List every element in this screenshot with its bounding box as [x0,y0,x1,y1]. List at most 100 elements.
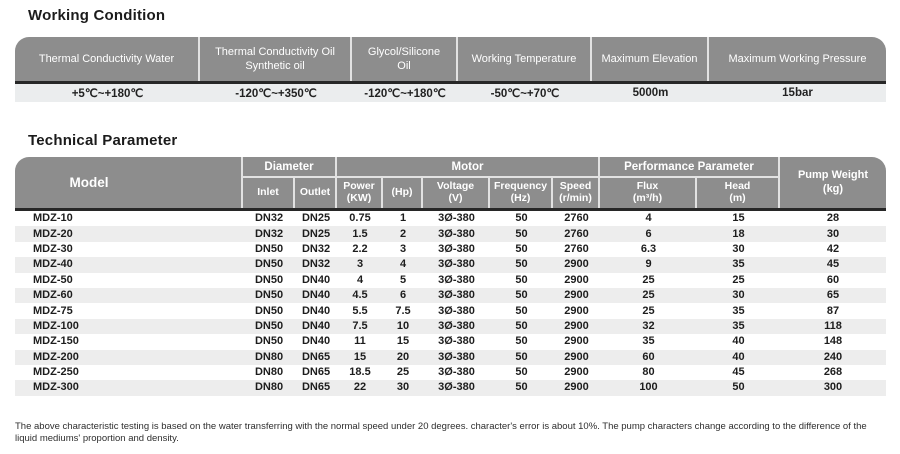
value-cell: DN32 [301,242,331,255]
header-divider-rule [15,208,886,211]
value-cell: DN50 [254,289,284,302]
value-cell: 2900 [564,273,589,286]
value-cell: 25 [642,273,655,286]
technical-parameter-title: Technical Parameter [28,132,178,149]
sub-column-header: Head (m) [697,178,780,208]
value-cell: 3Ø-380 [438,366,475,379]
value-cell: 50 [515,273,528,286]
value-cell: 18.5 [349,366,371,379]
value-cell: DN50 [254,335,284,348]
table-row: MDZ-200 DN80 DN65 15 20 3Ø-380 50 2900 60 40 240 [15,349,886,365]
value-cell: DN50 [254,304,284,317]
value-cell: 100 [639,381,658,394]
value-cell: 6.3 [640,242,657,255]
value-cell: 6 [645,227,652,240]
value-cell: 50 [515,258,528,271]
value-cell: 40 [732,350,745,363]
value-cell: DN25 [301,227,331,240]
value-cell: 50 [515,381,528,394]
group-header-diameter: Diameter [243,157,337,178]
value-cell: DN32 [301,258,331,271]
working-condition-value: -50℃~+70℃ [490,88,560,100]
value-cell: DN32 [254,212,284,225]
sub-column-header: Outlet [295,178,337,208]
value-cell: 118 [824,319,842,332]
value-cell: 4 [399,258,407,271]
value-cell: 268 [823,366,843,379]
value-cell: DN40 [301,304,331,317]
value-cell: 3Ø-380 [438,350,475,363]
table-row: MDZ-75 DN50 DN40 5.5 7.5 3Ø-380 50 2900 25 35 87 [15,303,886,318]
value-cell: 50 [515,289,528,302]
table-row: MDZ-150 DN50 DN40 11 15 3Ø-380 50 2900 35 40 148 [15,334,886,349]
value-cell: 32 [642,319,655,332]
value-cell: 15 [732,212,745,225]
value-cell: 40 [732,335,745,348]
value-cell: DN80 [254,366,284,379]
sub-column-header: Frequency (Hz) [490,178,553,208]
value-cell: DN40 [301,319,331,332]
value-cell: 6 [399,289,407,302]
working-condition-title: Working Condition [28,7,166,24]
table-row: MDZ-40 DN50 DN32 3 4 3Ø-380 50 2900 9 35 45 [15,257,886,273]
sub-column-header: Voltage (V) [423,178,490,208]
value-cell: 25 [642,289,655,302]
sub-column-header: (Hp) [383,178,423,208]
value-cell: 2760 [564,227,589,240]
model-cell: MDZ-10 [33,212,73,225]
value-cell: 87 [826,304,840,317]
column-header-model: Model [15,157,243,208]
value-cell: 50 [515,335,528,348]
technical-parameter-table: Model Diameter Motor Performance Paramet… [15,157,886,396]
value-cell: 30 [826,227,840,240]
working-condition-value: -120℃~+350℃ [235,88,317,100]
working-condition-table: Thermal Conductivity Water Thermal Conduc… [15,37,886,102]
value-cell: DN40 [301,289,331,302]
value-cell: 50 [515,212,528,225]
working-condition-value-row: +5℃~+180℃ -120℃~+350℃ -120℃~+180℃ -50℃~+70℃… [15,84,886,102]
sub-column-header: Power (KW) [337,178,383,208]
value-cell: DN40 [301,273,331,286]
table-row: MDZ-250 DN80 DN65 18.5 25 3Ø-380 50 2900 80 45 268 [15,365,886,380]
value-cell: 1.5 [352,227,368,240]
value-cell: 20 [396,350,410,363]
working-condition-column-header: Thermal Conductivity Water [15,37,200,81]
value-cell: 7.5 [395,304,411,317]
model-cell: MDZ-40 [33,258,73,271]
value-cell: 80 [642,366,655,379]
value-cell: 2900 [564,350,589,363]
value-cell: 3Ø-380 [438,227,475,240]
value-cell: 2900 [564,335,589,348]
value-cell: 3Ø-380 [438,319,475,332]
technical-parameter-header: Model Diameter Motor Performance Paramet… [15,157,886,208]
technical-parameter-body: MDZ-10 DN32 DN25 0.75 1 3Ø-380 50 2760 4 15 28 MDZ-… [15,211,886,396]
group-header-performance-parameter: Performance Parameter [600,157,780,178]
value-cell: 2760 [564,212,589,225]
sub-column-header: Flux (m³/h) [600,178,697,208]
value-cell: 35 [642,335,655,348]
value-cell: 3Ø-380 [438,242,475,255]
model-cell: MDZ-60 [33,289,73,302]
value-cell: 60 [826,273,840,286]
value-cell: 22 [353,381,367,394]
model-cell: MDZ-300 [33,381,79,394]
working-condition-column-header: Working Temperature [458,37,592,81]
value-cell: 50 [515,304,528,317]
table-row: MDZ-100 DN50 DN40 7.5 10 3Ø-380 50 2900 32 35 118 [15,318,886,335]
value-cell: 3Ø-380 [438,258,475,271]
value-cell: 2 [399,227,407,240]
group-header-motor: Motor [337,157,600,178]
value-cell: 25 [396,366,410,379]
sub-column-header: Inlet [243,178,295,208]
value-cell: 3Ø-380 [438,335,475,348]
value-cell: 18 [732,227,745,240]
value-cell: DN40 [301,335,331,348]
value-cell: 2900 [564,319,589,332]
value-cell: 25 [732,273,745,286]
value-cell: DN65 [301,366,331,379]
value-cell: 3 [399,242,407,255]
table-row: MDZ-60 DN50 DN40 4.5 6 3Ø-380 50 2900 25 30 65 [15,287,886,304]
model-cell: MDZ-30 [33,242,73,255]
table-row: MDZ-20 DN32 DN25 1.5 2 3Ø-380 50 2760 6 18 30 [15,226,886,242]
value-cell: 148 [823,335,843,348]
